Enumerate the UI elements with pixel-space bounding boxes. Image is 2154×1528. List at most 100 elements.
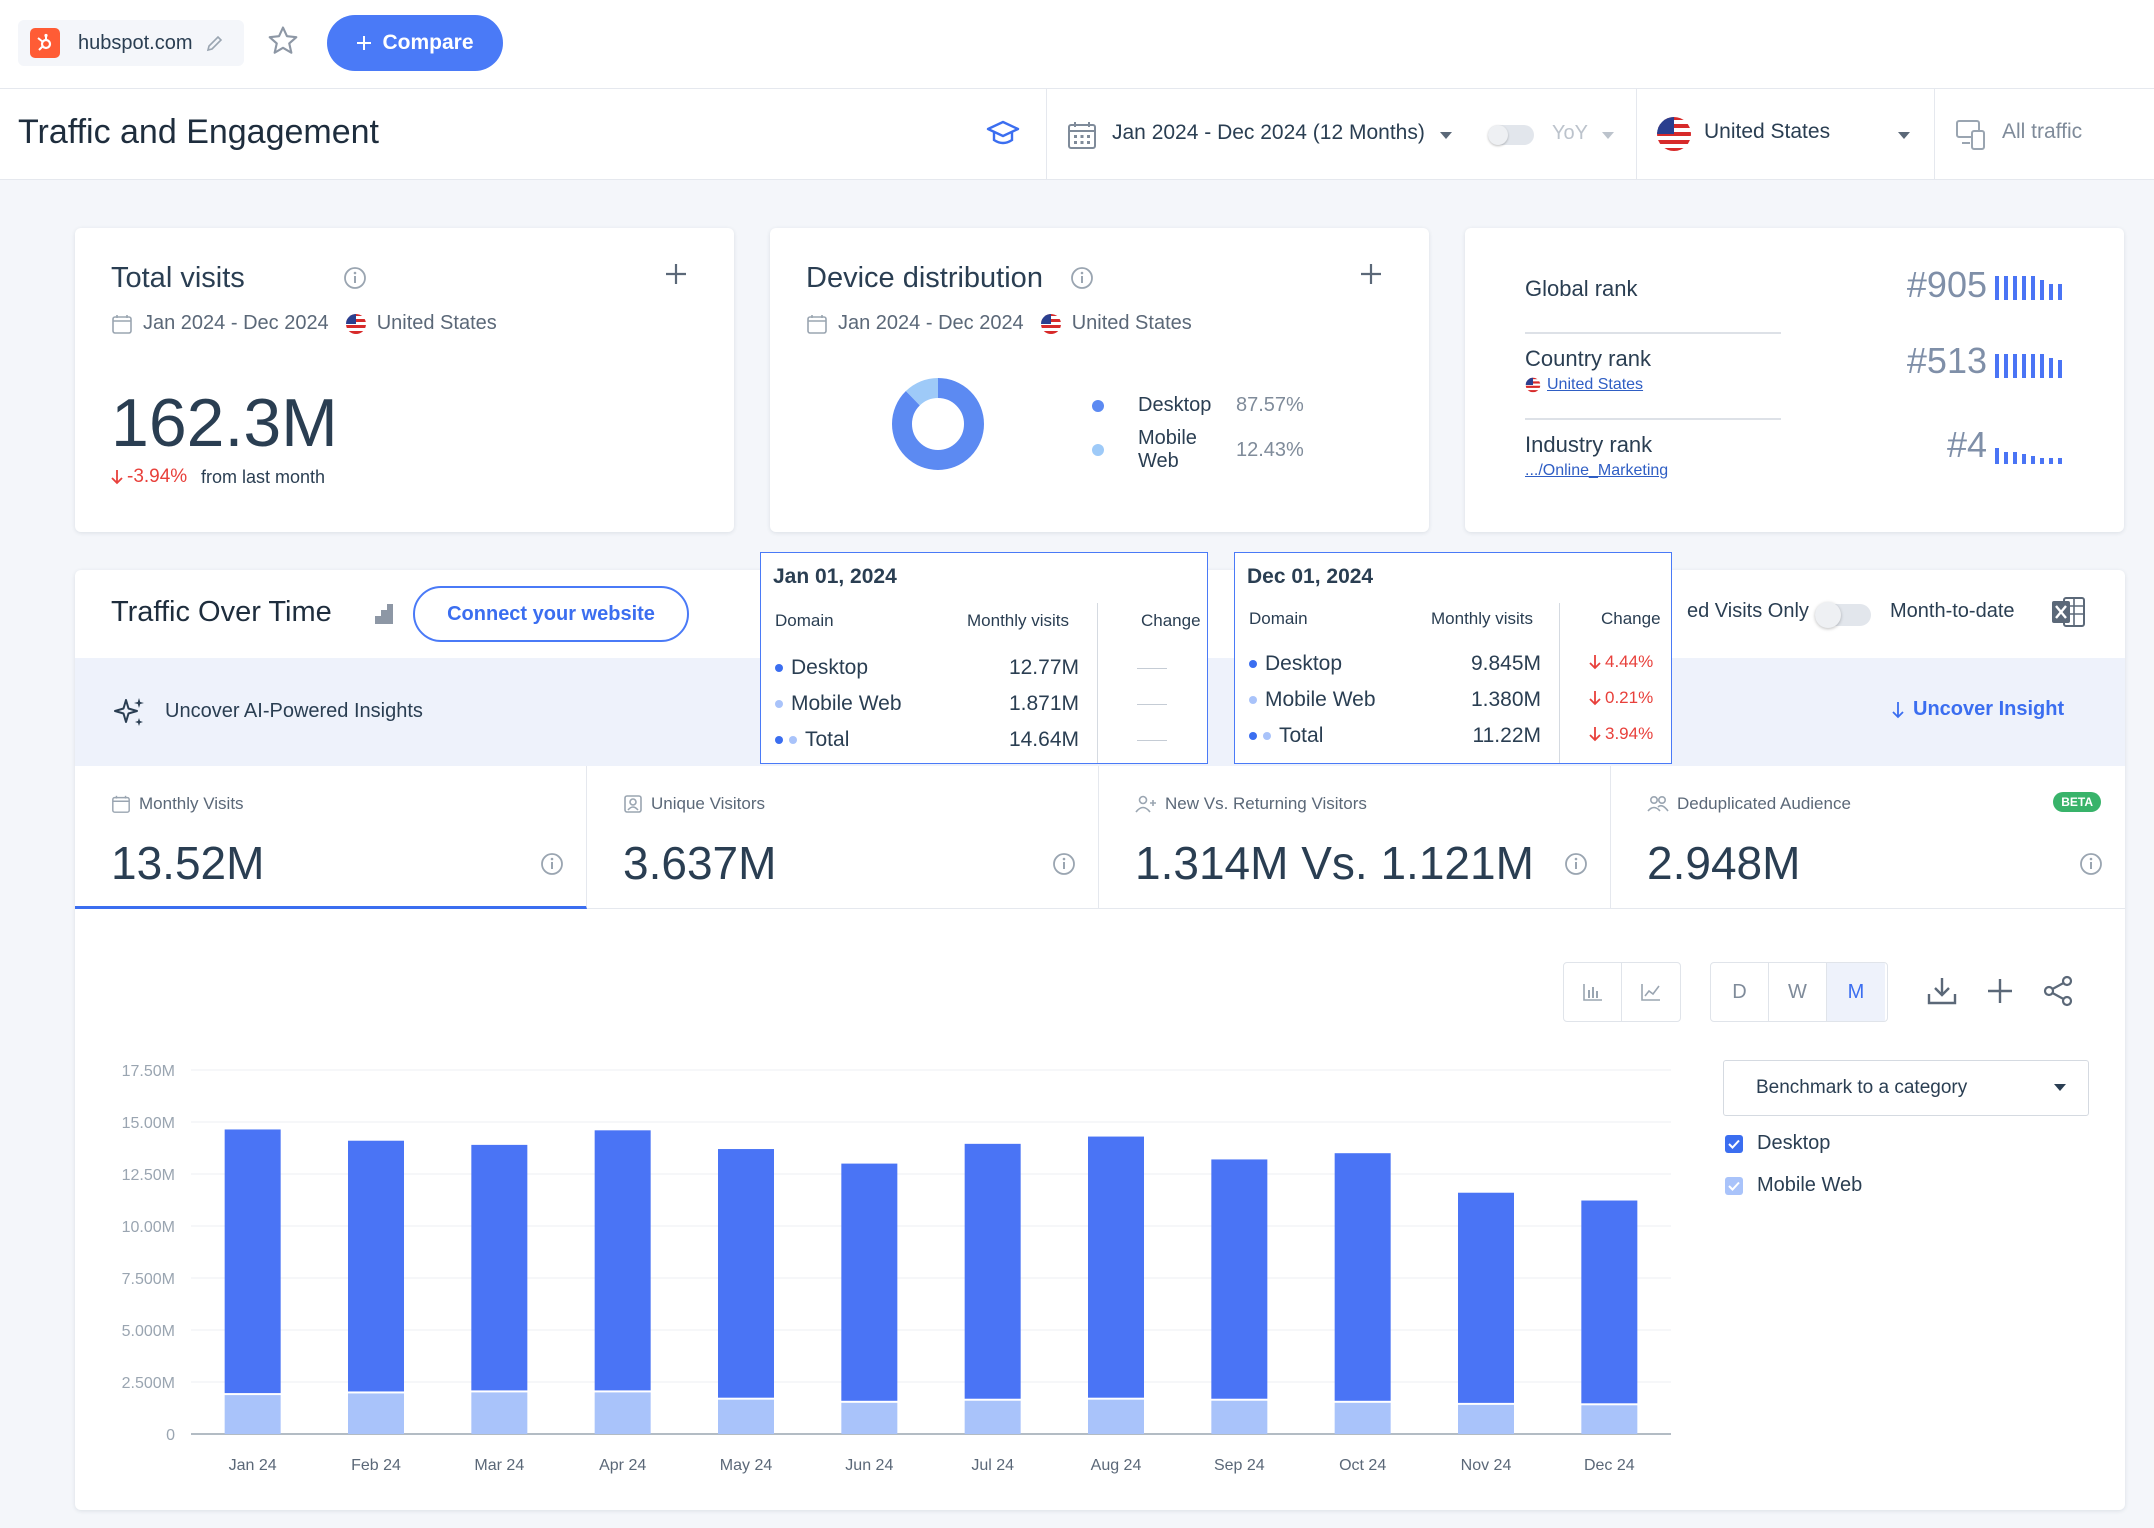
download-icon[interactable]: [1925, 974, 1959, 1008]
bar-mobile-web[interactable]: [1458, 1404, 1514, 1434]
arrow-down-icon: [1589, 654, 1601, 670]
us-flag-icon: [345, 313, 367, 335]
bar-desktop[interactable]: [1211, 1159, 1268, 1399]
checkbox-checked-icon[interactable]: [1725, 1134, 1743, 1153]
rank-bars-icon: [1995, 438, 2065, 464]
granularity-month[interactable]: M: [1827, 963, 1885, 1021]
info-icon[interactable]: [1564, 852, 1588, 876]
bar-desktop[interactable]: [224, 1129, 281, 1394]
bar-mobile-web[interactable]: [1581, 1405, 1638, 1434]
rank-label: Industry rank: [1525, 432, 1653, 457]
legend-check-desktop[interactable]: Desktop: [1725, 1132, 1830, 1155]
empty-change-dash: [1137, 704, 1167, 705]
bar-mobile-web[interactable]: [1211, 1400, 1268, 1434]
caret-down-icon[interactable]: [1438, 131, 1454, 141]
bar-mobile-web[interactable]: [224, 1395, 281, 1434]
x-tick-label: Nov 24: [1461, 1457, 1512, 1474]
divider: [1636, 89, 1637, 180]
bar-desktop[interactable]: [594, 1130, 651, 1391]
bar-chart-icon: [1582, 982, 1604, 1002]
x-tick-label: Jul 24: [971, 1457, 1014, 1474]
caret-down-icon[interactable]: [1896, 131, 1912, 141]
metric-value: 3.637M: [623, 837, 777, 889]
star-icon[interactable]: [266, 24, 300, 58]
metric-new-vs-returning[interactable]: New Vs. Returning Visitors 1.314M Vs. 1.…: [1099, 766, 1611, 909]
bar-mobile-web[interactable]: [1088, 1399, 1144, 1434]
info-icon[interactable]: [540, 852, 564, 876]
bar-desktop[interactable]: [1088, 1136, 1144, 1398]
info-icon[interactable]: [343, 266, 367, 290]
bar-desktop[interactable]: [841, 1163, 898, 1401]
bar-mobile-web[interactable]: [594, 1392, 651, 1434]
legend-dot: [1092, 399, 1104, 412]
yoy-toggle[interactable]: [1488, 125, 1534, 145]
bar-mobile-web[interactable]: [964, 1400, 1021, 1434]
bar-desktop[interactable]: [471, 1144, 528, 1391]
country-dropdown[interactable]: United States: [1704, 120, 1831, 143]
add-icon[interactable]: [664, 262, 688, 286]
section-title: Traffic Over Time: [111, 596, 332, 628]
date-range-dropdown[interactable]: Jan 2024 - Dec 2024 (12 Months): [1112, 121, 1425, 144]
visits-only-toggle[interactable]: [1815, 602, 1871, 628]
bar-desktop[interactable]: [718, 1149, 774, 1398]
metric-monthly-visits[interactable]: Monthly Visits 13.52M: [75, 766, 587, 909]
card-title: Total visits: [111, 262, 245, 294]
bar-desktop[interactable]: [964, 1143, 1021, 1399]
uncover-label[interactable]: Uncover Insight: [1913, 698, 2065, 720]
metric-label: Monthly Visits: [139, 794, 244, 813]
series-dot: [1249, 660, 1257, 668]
country-link-label[interactable]: United States: [1547, 376, 1644, 393]
us-flag-icon: [1040, 313, 1062, 335]
tooltip-row-value: 11.22M: [1472, 724, 1542, 747]
info-icon[interactable]: [1052, 852, 1076, 876]
bar-desktop[interactable]: [1334, 1153, 1391, 1401]
compare-button[interactable]: Compare: [327, 15, 503, 71]
add-icon[interactable]: [1983, 974, 2017, 1008]
yoy-label[interactable]: YoY: [1552, 122, 1588, 144]
graduation-cap-icon[interactable]: [986, 119, 1020, 149]
site-chip[interactable]: hubspot.com: [18, 20, 244, 66]
donut-slice-desktop[interactable]: [892, 378, 984, 470]
metric-deduplicated-audience[interactable]: Deduplicated Audience BETA 2.948M: [1611, 766, 2125, 909]
checkbox-checked-icon[interactable]: [1725, 1176, 1743, 1195]
pencil-icon[interactable]: [205, 33, 225, 53]
granularity-day[interactable]: D: [1711, 963, 1769, 1021]
uncover-insight-link[interactable]: Uncover Insight: [1891, 698, 2064, 721]
benchmark-dropdown[interactable]: Benchmark to a category: [1723, 1060, 2089, 1116]
granularity-week[interactable]: W: [1769, 963, 1827, 1021]
add-icon[interactable]: [1359, 262, 1383, 286]
country-rank-link[interactable]: United States: [1525, 376, 2065, 394]
bar-mobile-web[interactable]: [348, 1393, 404, 1434]
legend-check-mobile-web[interactable]: Mobile Web: [1725, 1174, 1862, 1197]
bar-mobile-web[interactable]: [471, 1392, 528, 1434]
bar-desktop[interactable]: [1458, 1192, 1514, 1403]
x-tick-label: Feb 24: [351, 1457, 401, 1474]
industry-rank-link[interactable]: .../Online_Marketing: [1525, 462, 2065, 480]
bar-mobile-web[interactable]: [718, 1399, 774, 1434]
caret-down-icon[interactable]: [1600, 131, 1616, 141]
rank-label: Country rank: [1525, 346, 1651, 371]
bar-mobile-web[interactable]: [841, 1402, 898, 1434]
excel-export-icon[interactable]: [2050, 594, 2086, 630]
tooltip-row: Mobile Web: [775, 692, 902, 716]
info-icon[interactable]: [1070, 266, 1094, 290]
traffic-filter-dropdown[interactable]: All traffic: [2002, 120, 2083, 143]
metric-label-wrap: New Vs. Returning Visitors: [1135, 794, 1367, 814]
bar-chart-button[interactable]: [1564, 963, 1622, 1021]
industry-link-label[interactable]: .../Online_Marketing: [1525, 462, 1669, 479]
visits-only-label: ed Visits Only: [1687, 600, 1809, 622]
info-icon[interactable]: [2079, 852, 2103, 876]
donut-slice-mobile-web[interactable]: [892, 378, 984, 470]
date-label: Jan 2024 - Dec 2024: [143, 312, 329, 334]
change-value: -3.94%: [127, 466, 188, 487]
metric-unique-visitors[interactable]: Unique Visitors 3.637M: [587, 766, 1099, 909]
bar-desktop[interactable]: [348, 1140, 404, 1392]
bar-mobile-web[interactable]: [1334, 1402, 1391, 1434]
card-subtitle: Jan 2024 - Dec 2024 United States: [806, 312, 1192, 335]
share-icon[interactable]: [2041, 974, 2075, 1008]
bar-desktop[interactable]: [1581, 1200, 1638, 1404]
device-donut-chart: [892, 378, 984, 470]
line-chart-button[interactable]: [1622, 963, 1680, 1021]
connect-website-button[interactable]: Connect your website: [413, 586, 689, 642]
change-value: 3.94%: [1605, 724, 1654, 743]
